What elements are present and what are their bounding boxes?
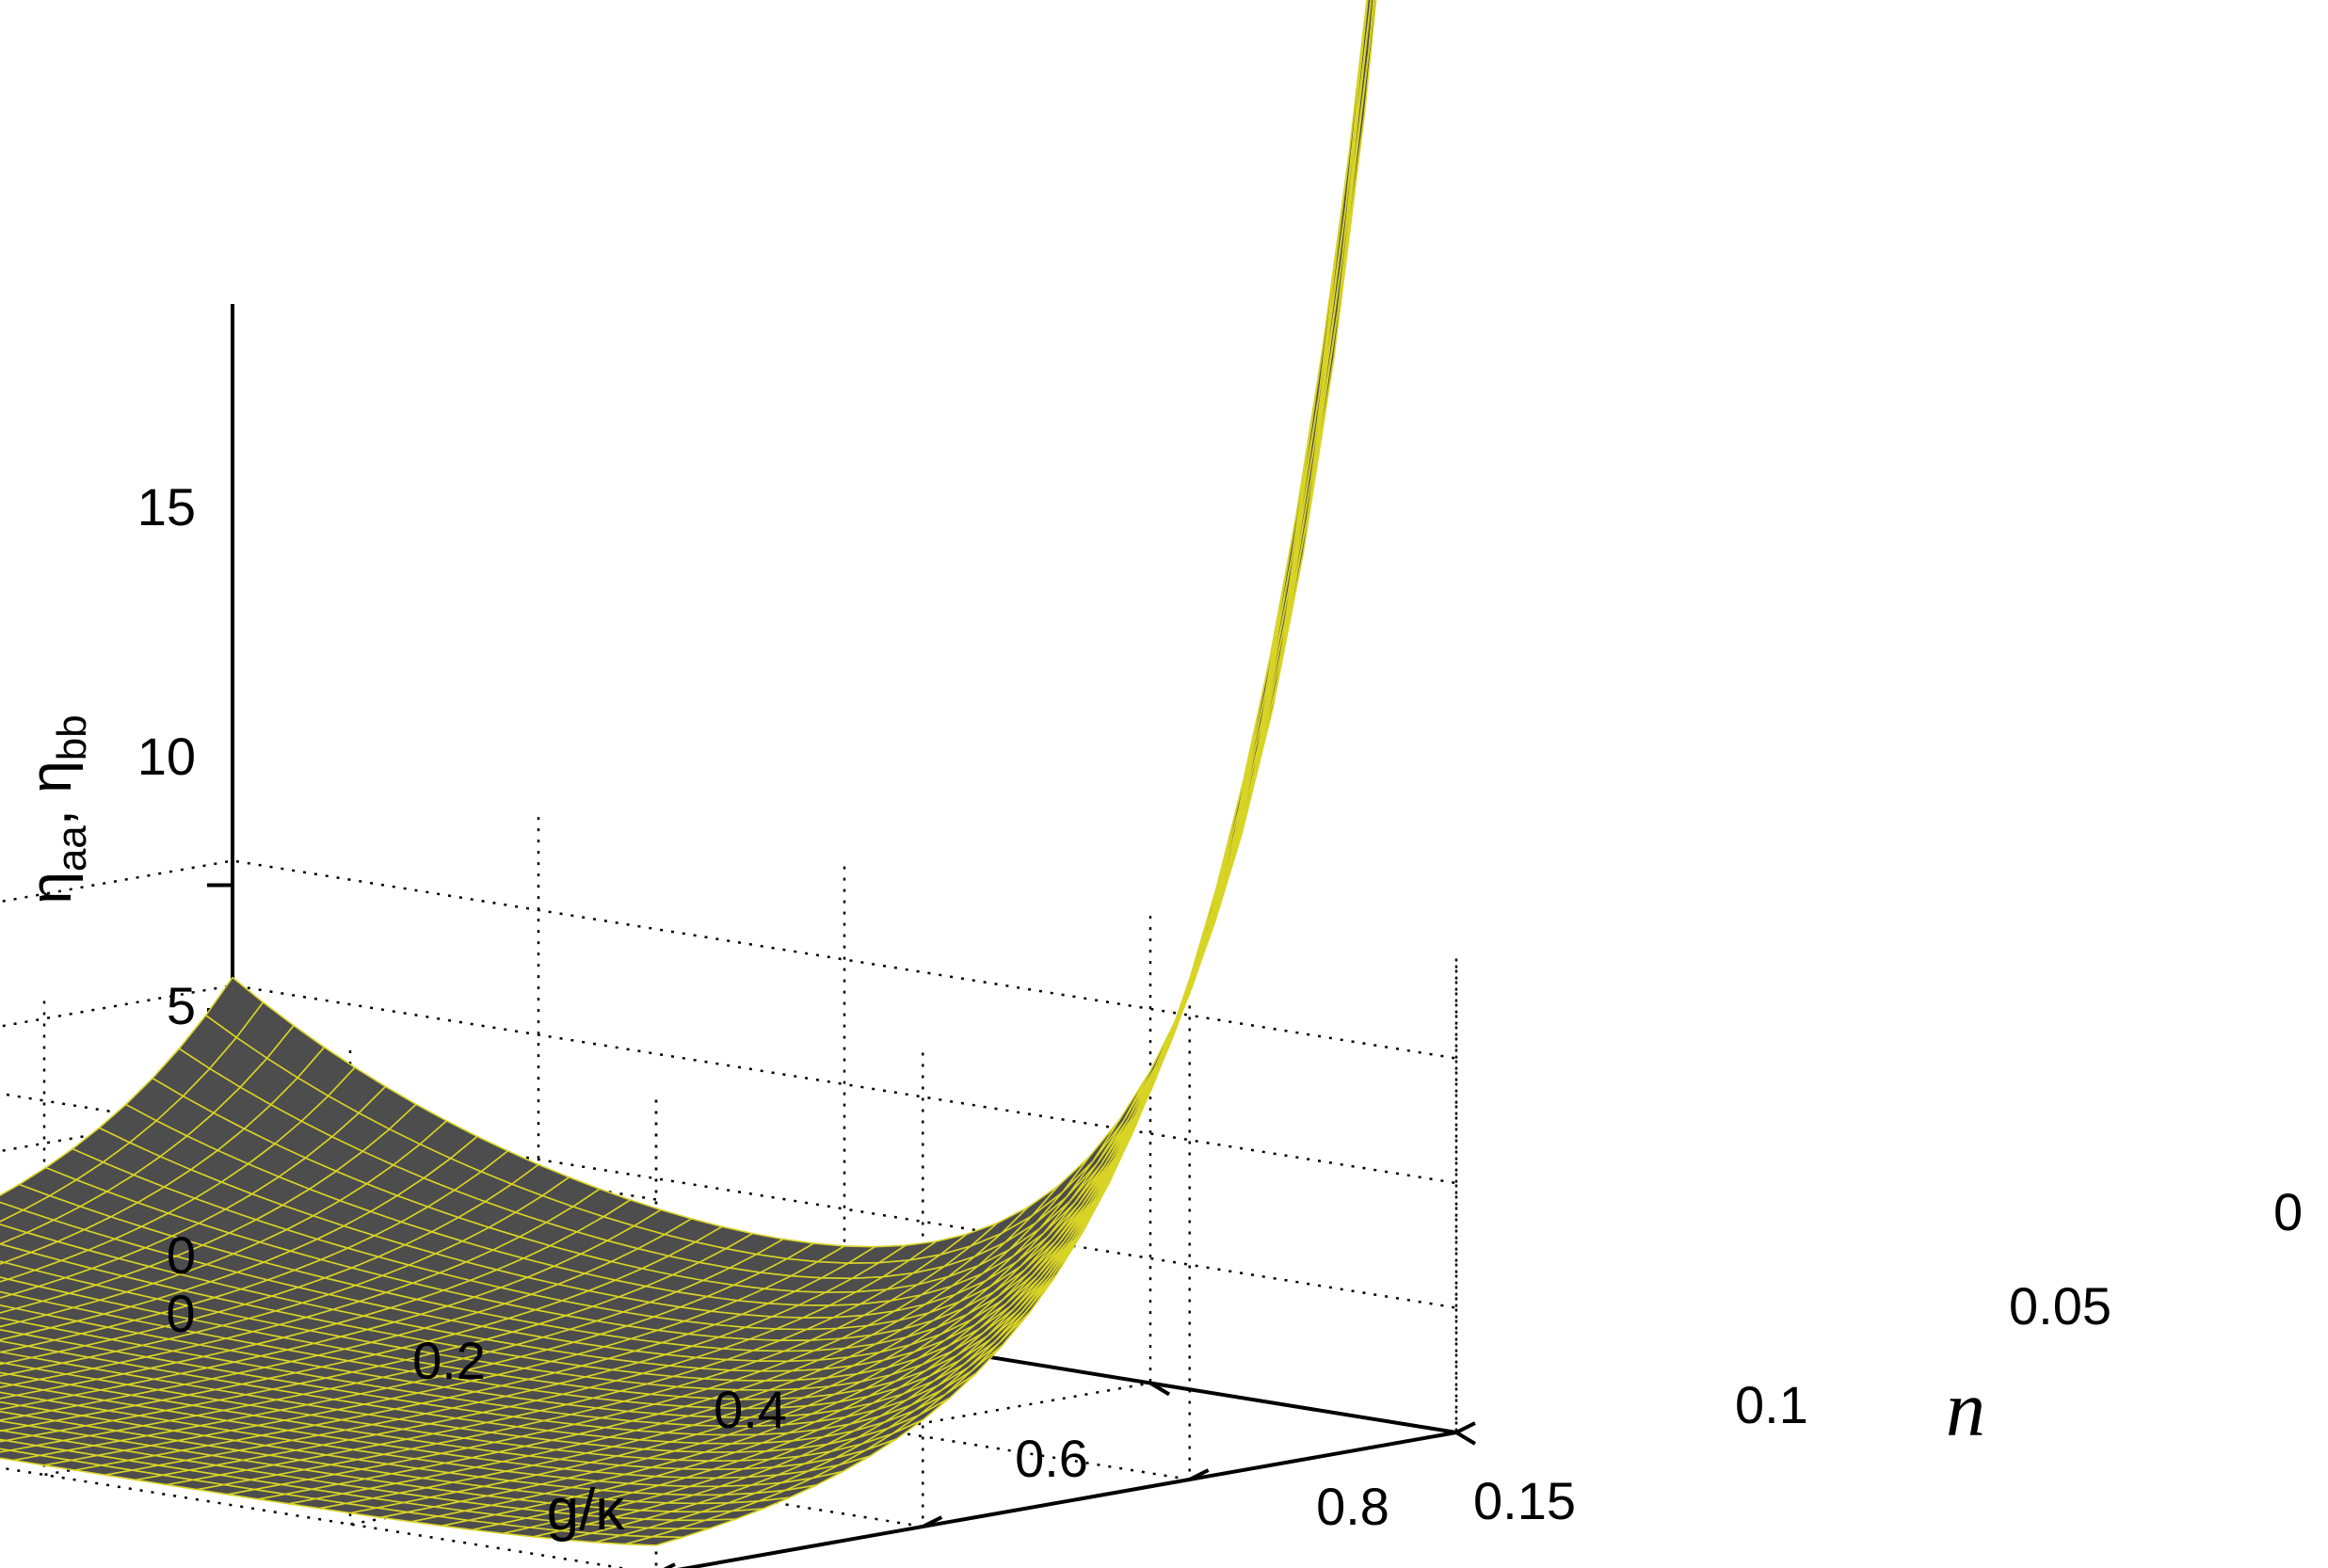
ytick-label-3: 0.15 [1473,1471,1576,1530]
ztick-label-3: 15 [137,477,196,536]
labels-layer: 0 0.2 0.4 0.6 0.8 0 0.05 0.1 0.15 0 5 10… [19,477,2303,1543]
ztick-label-0: 0 [167,1225,196,1285]
ytick-mark-0 [1455,1421,1476,1434]
xtick-label-4: 0.8 [1316,1477,1389,1536]
surface-cell-14-25 [0,1411,26,1421]
surface-cell-7-17 [0,1328,25,1341]
surface-cell-13-24 [0,1400,22,1411]
ztick-label-1: 5 [167,976,196,1035]
y-axis-line [677,1431,1457,1568]
ytick-label-1: 0.05 [2009,1276,2111,1336]
surface-cell-6-16 [0,1317,22,1328]
ytick-label-0: 0 [2273,1182,2303,1241]
surface-cell-39-29 [624,1536,684,1546]
ztick-label-2: 10 [137,727,196,786]
ytick-mark-1 [1188,1468,1210,1481]
surface-layer [0,0,1377,1546]
ytick-label-2: 0.1 [1735,1375,1808,1434]
y-axis-label: n [1946,1366,1985,1453]
xtick-mark-4 [1454,1431,1477,1446]
surface-cell-38-0 [1367,0,1375,55]
x-axis-label: g/κ [547,1478,626,1543]
surface-cell-39-2 [1344,0,1373,209]
xtick-label-0: 0 [166,1284,195,1343]
surface-cell-30-1 [1096,1068,1155,1165]
surface-cell-0-9 [0,1201,24,1223]
ytick-mark-2 [922,1515,943,1528]
xtick-label-3: 0.6 [1015,1429,1088,1488]
z-axis-label: ηaa, ηbb [19,714,95,904]
xtick-mark-3 [1148,1381,1171,1397]
ytick-mark-3 [663,1562,676,1568]
surface-cell-30-0 [1122,1008,1182,1122]
surface-cell-5-15 [0,1304,17,1314]
xtick-label-1: 0.2 [412,1331,486,1390]
xtick-label-2: 0.4 [714,1380,787,1439]
